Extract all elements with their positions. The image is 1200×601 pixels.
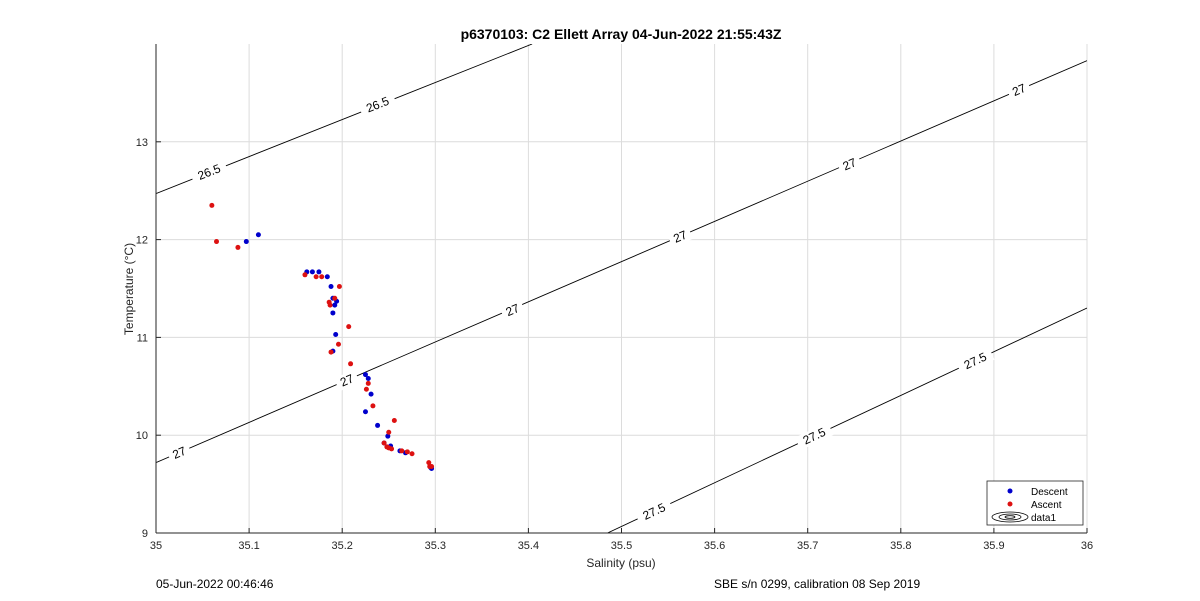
point-descent: [362, 409, 368, 415]
point-descent: [365, 375, 371, 381]
y-ticks: 9 10 11 12 13: [136, 137, 161, 540]
point-ascent: [399, 448, 405, 454]
x-tick-label: 35.9: [983, 540, 1004, 552]
contour-label-group: 27: [499, 299, 526, 321]
point-descent: [368, 391, 374, 397]
legend: Descent Ascent data1: [986, 480, 1084, 526]
point-descent: [316, 269, 322, 275]
x-tick-label: 35.2: [331, 540, 352, 552]
y-tick-label: 10: [136, 430, 148, 442]
legend-box: [986, 480, 1084, 526]
contour-label-bg: [499, 299, 526, 321]
point-descent: [255, 232, 261, 238]
point-descent: [309, 269, 315, 275]
contour-legend-icon: [991, 511, 1029, 523]
point-descent: [333, 331, 339, 337]
point-ascent: [409, 451, 415, 457]
point-ascent: [429, 463, 435, 469]
contour-label-group: 27: [333, 369, 360, 392]
point-descent: [243, 239, 249, 245]
point-descent: [328, 284, 334, 290]
point-ascent: [235, 244, 241, 250]
contour-label-group: 27: [667, 225, 694, 248]
legend-label-data1: data1: [1031, 513, 1056, 524]
point-ascent: [302, 272, 308, 278]
point-ascent: [313, 274, 319, 280]
contour-label-bg: [189, 158, 229, 186]
x-tick-label: 36: [1081, 540, 1093, 552]
contour-label-group: 27: [1006, 79, 1032, 101]
contour-label: 27: [671, 227, 689, 245]
legend-label-ascent: Ascent: [1031, 500, 1062, 511]
point-ascent: [336, 284, 342, 290]
contour-label-bg: [166, 442, 193, 464]
point-ascent: [214, 239, 220, 245]
point-ascent: [404, 449, 410, 455]
legend-marker-descent: [1007, 488, 1013, 494]
point-ascent: [391, 418, 397, 424]
x-tick-label: 35.3: [425, 540, 446, 552]
contour-label: 27: [841, 155, 859, 173]
point-ascent: [363, 386, 369, 392]
point-descent: [332, 302, 338, 308]
contour-label-bg: [956, 346, 995, 375]
x-tick-label: 35.7: [797, 540, 818, 552]
x-tick-label: 35.1: [238, 540, 259, 552]
footer-calibration: SBE s/n 0299, calibration 08 Sep 2019: [714, 577, 921, 591]
y-axis-label: Temperature (°C): [122, 243, 136, 335]
contour-label-bg: [358, 91, 397, 118]
contour-label-bg: [634, 497, 674, 526]
y-tick-label: 12: [136, 235, 148, 247]
x-tick-label: 35.6: [704, 540, 725, 552]
x-tick-label: 35: [150, 540, 162, 552]
chart-title: p6370103: C2 Ellett Array 04-Jun-2022 21…: [461, 26, 782, 42]
legend-marker-ascent: [1007, 501, 1013, 507]
contour-label-bg: [1006, 79, 1032, 101]
contour-line-27: [156, 60, 1087, 463]
x-tick-label: 35.8: [890, 540, 911, 552]
point-descent: [330, 310, 336, 316]
point-ascent: [335, 341, 341, 347]
point-ascent: [381, 440, 387, 446]
contour-line-27-5: [607, 307, 1087, 533]
data-points: [209, 202, 435, 471]
x-tick-label: 35.5: [611, 540, 632, 552]
point-descent: [385, 433, 391, 439]
point-ascent: [327, 302, 333, 308]
point-ascent: [346, 324, 352, 330]
contour-label: 27: [338, 371, 356, 389]
point-ascent: [365, 380, 371, 386]
y-tick-label: 9: [142, 528, 148, 540]
point-descent: [375, 422, 381, 428]
point-descent: [324, 274, 330, 280]
legend-label-descent: Descent: [1031, 487, 1068, 498]
point-ascent: [319, 274, 325, 280]
point-ascent: [389, 446, 395, 452]
grid: [155, 44, 1088, 534]
point-ascent: [332, 295, 338, 301]
x-tick-label: 35.4: [518, 540, 539, 552]
contour-label-group: 27: [166, 442, 193, 464]
x-ticks: 35 35.1 35.2 35.3 35.4 35.5 35.6 35.7 35.8 35.9 36: [150, 528, 1093, 552]
contour-label-bg: [836, 153, 863, 176]
point-descent: [362, 372, 368, 378]
contour-label-bg: [333, 369, 360, 392]
point-ascent: [328, 349, 334, 355]
point-ascent: [426, 460, 432, 466]
contour-label: 27: [170, 444, 188, 462]
contour-label: 27: [504, 301, 522, 319]
footer-timestamp: 05-Jun-2022 00:46:46: [156, 577, 274, 591]
x-axis-label: Salinity (psu): [586, 556, 655, 570]
contour-label-group: 27: [836, 153, 863, 176]
contour-label-bg: [794, 422, 834, 451]
point-ascent: [209, 202, 215, 208]
point-ascent: [370, 403, 376, 409]
point-ascent: [386, 429, 392, 435]
contour-label: 27: [1010, 81, 1028, 99]
y-tick-label: 11: [137, 332, 148, 344]
contour-label-bg: [667, 225, 694, 248]
y-tick-label: 13: [136, 137, 148, 149]
point-ascent: [348, 361, 354, 367]
